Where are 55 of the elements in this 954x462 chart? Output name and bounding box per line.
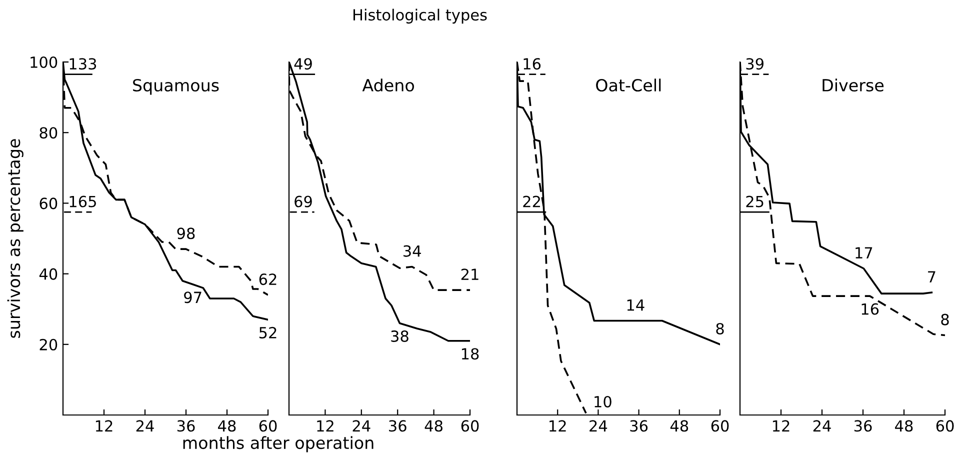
x-tick-label: 60 [936, 420, 954, 432]
x-tick-label: 12 [96, 420, 112, 432]
text: Diverse [822, 78, 884, 92]
x-tick-label: 48 [670, 420, 688, 432]
annotation: 62 [259, 274, 276, 286]
x-tick-label: 24 [352, 420, 370, 432]
series-label: 69 [294, 196, 312, 208]
text: Histological types [354, 8, 487, 24]
text: Squamous [133, 78, 219, 95]
x-tick-label: 60 [259, 420, 277, 432]
x-tick-label: 12 [317, 420, 334, 432]
x-tick-label: 48 [218, 420, 236, 432]
x-tick-label: 24 [590, 420, 608, 432]
x-axis-title: months after operation [183, 436, 374, 452]
y-axis-title: survivors as percentage [7, 139, 24, 338]
annotation: 97 [184, 292, 202, 304]
y-tick-label: 100 [30, 56, 58, 68]
annotation: 34 [404, 245, 421, 257]
x-tick-label: 36 [854, 420, 872, 432]
x-tick-label: 60 [461, 420, 479, 432]
x-tick-label: 12 [550, 420, 566, 432]
x-tick-label: 24 [136, 420, 154, 432]
annotation: 98 [177, 228, 195, 240]
annotation: 10 [594, 396, 612, 408]
series-label: 49 [294, 58, 312, 70]
series-label: 133 [70, 58, 96, 70]
annotation: 17 [856, 247, 872, 258]
x-tick-label: 36 [389, 420, 406, 432]
annotation: 7 [928, 271, 936, 282]
y-tick-label: 80 [40, 127, 58, 139]
text: Oat-Cell [596, 78, 661, 92]
series-label: 25 [746, 196, 764, 208]
y-tick-label: 40 [39, 268, 58, 280]
series-label: 16 [524, 58, 541, 70]
series-label: 22 [523, 196, 540, 208]
text: Adeno [362, 78, 414, 92]
x-tick-label: 24 [813, 420, 831, 432]
annotation: 8 [716, 322, 724, 334]
annotation: 16 [862, 303, 879, 315]
x-tick-label: 12 [772, 420, 790, 432]
series-label: 165 [70, 196, 96, 208]
annotation: 38 [391, 330, 408, 342]
x-tick-label: 60 [711, 420, 729, 432]
annotation: 8 [941, 314, 949, 326]
annotation: 21 [461, 268, 478, 280]
x-tick-label: 48 [424, 420, 442, 432]
x-tick-label: 48 [895, 420, 913, 432]
x-tick-label: 36 [630, 420, 648, 432]
y-tick-label: 20 [40, 338, 58, 350]
annotation: 52 [259, 326, 276, 338]
series-label: 39 [746, 58, 764, 70]
x-tick-label: 36 [177, 420, 195, 432]
y-tick-label: 60 [40, 198, 58, 210]
annotation: 14 [627, 299, 644, 311]
annotation: 18 [462, 348, 479, 360]
